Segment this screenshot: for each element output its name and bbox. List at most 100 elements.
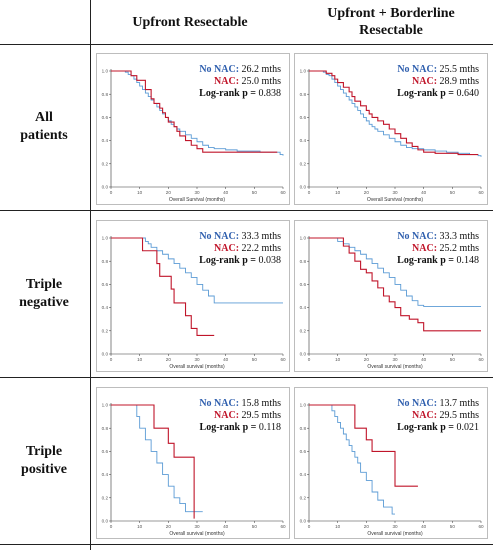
logrank-p-row: Log-rank p = 0.838 [199,88,281,100]
logrank-p-value: 0.838 [256,88,282,99]
no-nac-survival-curve [309,404,395,515]
km-stats: No NAC: 15.8 mths NAC: 29.5 mths Log-rank … [199,398,281,434]
column-header-borderline-line2: Resectable [359,23,423,38]
y-tick-label: 1.0 [102,236,109,241]
x-axis-label: Overall Survival (months) [367,197,423,203]
no-nac-median-label: No NAC: [397,64,438,75]
no-nac-median-label: No NAC: [199,231,240,242]
x-tick-label: 0 [308,524,311,529]
row-header-all-line1: All [35,110,53,125]
logrank-p-row: Log-rank p = 0.038 [199,255,281,267]
nac-median-row: NAC: 25.2 mths [397,243,479,255]
y-tick-label: 0.2 [300,328,307,333]
x-tick-label: 20 [364,524,370,529]
x-tick-label: 50 [252,357,258,362]
y-tick-label: 0.4 [300,138,307,143]
nac-median-row: NAC: 25.0 mths [199,76,281,88]
no-nac-median-value: 33.3 mths [239,231,281,242]
no-nac-survival-curve [111,237,283,304]
y-tick-label: 1.0 [102,403,109,408]
nac-survival-curve [111,404,195,519]
x-axis-label: Overall Survival (months) [169,197,225,203]
x-axis-label: Overall survival (months) [169,364,225,370]
nac-median-value: 25.2 mths [437,243,479,254]
nac-survival-curve [111,237,215,336]
nac-median-value: 22.2 mths [239,243,281,254]
x-tick-label: 30 [392,190,398,195]
y-tick-label: 0.4 [102,138,109,143]
no-nac-median-value: 26.2 mths [239,64,281,75]
column-header-upfront: Upfront Resectable [91,0,289,44]
x-tick-label: 10 [335,524,341,529]
no-nac-median-label: No NAC: [397,231,438,242]
km-panel-tn-borderline: 0.0 0.2 0.4 0.6 0.8 1.0 0 10 20 30 40 50 60 Overall s… [294,220,488,372]
no-nac-median-value: 25.5 mths [437,64,479,75]
nac-median-row: NAC: 29.5 mths [199,410,281,422]
logrank-p-value: 0.118 [256,422,281,433]
y-tick-label: 0.0 [102,519,109,524]
row-header-all: All patients [0,44,88,210]
y-tick-label: 0.8 [300,92,307,97]
x-tick-label: 30 [392,524,398,529]
y-tick-label: 0.0 [300,519,307,524]
y-tick-label: 1.0 [102,69,109,74]
x-tick-label: 40 [421,357,427,362]
y-tick-label: 0.6 [300,449,307,454]
y-tick-label: 0.0 [300,352,307,357]
header-divider [0,44,493,45]
km-panel-tp-upfront: 0.0 0.2 0.4 0.6 0.8 1.0 0 10 20 30 40 50 60 Overall s… [96,387,290,539]
logrank-p-label: Log-rank p = [199,422,257,433]
row-header-tn-line2: negative [19,294,69,310]
logrank-p-label: Log-rank p = [199,255,256,266]
logrank-p-value: 0.021 [454,422,480,433]
nac-median-value: 25.0 mths [239,76,281,87]
y-tick-label: 0.6 [102,282,109,287]
no-nac-median-value: 33.3 mths [437,231,479,242]
km-panel-all-upfront: 0.0 0.2 0.4 0.6 0.8 1.0 0 10 20 30 40 50 60 Overall S… [96,53,290,205]
nac-median-label: NAC: [412,243,438,254]
row-header-triple-positive: Triple positive [0,377,88,544]
y-tick-label: 0.8 [300,259,307,264]
x-tick-label: 40 [223,357,229,362]
x-tick-label: 10 [335,190,341,195]
x-tick-label: 0 [110,190,113,195]
y-tick-label: 0.4 [102,472,109,477]
row-header-tn-line1: Triple [25,276,63,292]
y-tick-label: 1.0 [300,236,307,241]
nac-median-row: NAC: 29.5 mths [397,410,479,422]
nac-median-row: NAC: 28.9 mths [397,76,479,88]
nac-median-label: NAC: [214,243,240,254]
y-tick-label: 0.2 [102,161,109,166]
column-header-borderline-line1: Upfront + Borderline [327,6,455,21]
x-tick-label: 0 [110,357,113,362]
no-nac-survival-curve [111,404,203,513]
y-tick-label: 0.8 [300,426,307,431]
x-tick-label: 30 [194,357,200,362]
km-stats: No NAC: 13.7 mths NAC: 29.5 mths Log-rank … [397,398,479,434]
nac-median-label: NAC: [412,410,438,421]
km-panel-all-borderline: 0.0 0.2 0.4 0.6 0.8 1.0 0 10 20 30 40 50 60 Overall S… [294,53,488,205]
x-tick-label: 0 [308,357,311,362]
logrank-p-row: Log-rank p = 0.021 [397,422,479,434]
x-tick-label: 50 [252,190,258,195]
x-tick-label: 10 [335,357,341,362]
row-divider-2 [0,377,493,378]
y-tick-label: 0.2 [102,495,109,500]
y-tick-label: 0.6 [102,449,109,454]
logrank-p-value: 0.038 [256,255,282,266]
x-tick-label: 60 [478,524,484,529]
x-tick-label: 40 [223,524,229,529]
nac-median-value: 29.5 mths [239,410,281,421]
x-tick-label: 20 [364,357,370,362]
x-tick-label: 60 [280,190,286,195]
y-tick-label: 0.8 [102,92,109,97]
x-axis-label: Overall survival (months) [169,531,225,537]
x-tick-label: 60 [280,524,286,529]
y-tick-label: 0.6 [300,115,307,120]
km-stats: No NAC: 33.3 mths NAC: 22.2 mths Log-rank … [199,231,281,267]
y-tick-label: 0.6 [102,115,109,120]
nac-survival-curve [111,70,278,153]
nac-survival-curve [309,404,418,487]
y-tick-label: 1.0 [300,69,307,74]
km-stats: No NAC: 33.3 mths NAC: 25.2 mths Log-rank … [397,231,479,267]
